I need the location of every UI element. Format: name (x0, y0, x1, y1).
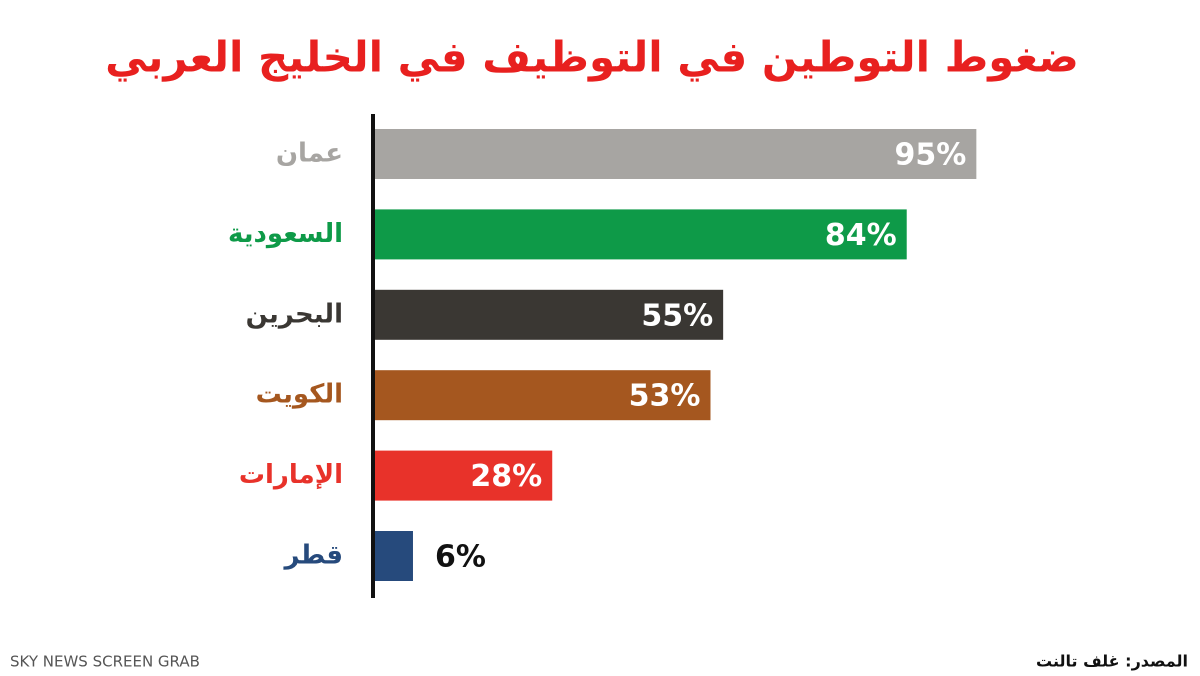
source: المصدر: غلف تالنت (1036, 652, 1188, 671)
category-label: عمان (276, 139, 343, 169)
category-label: قطر (282, 541, 343, 571)
value-label: 95% (895, 138, 967, 173)
watermark: SKY NEWS SCREEN GRAB (10, 653, 200, 671)
bar (375, 129, 977, 179)
value-label: 53% (629, 379, 701, 414)
bar (375, 289, 724, 340)
bar (375, 209, 907, 260)
category-label: السعودية (228, 219, 343, 249)
category-label: البحرين (246, 299, 343, 329)
value-label: 55% (641, 298, 713, 333)
value-label: 6% (435, 540, 486, 575)
bar (375, 531, 413, 581)
category-label: الكويت (256, 380, 343, 410)
category-label: الإمارات (239, 460, 343, 490)
value-label: 84% (825, 218, 897, 253)
bar (375, 370, 711, 421)
bar (375, 450, 553, 501)
chart-title: ضغوط التوطين في التوظيف في الخليج العربي (105, 33, 1079, 83)
value-label: 28% (470, 459, 542, 494)
